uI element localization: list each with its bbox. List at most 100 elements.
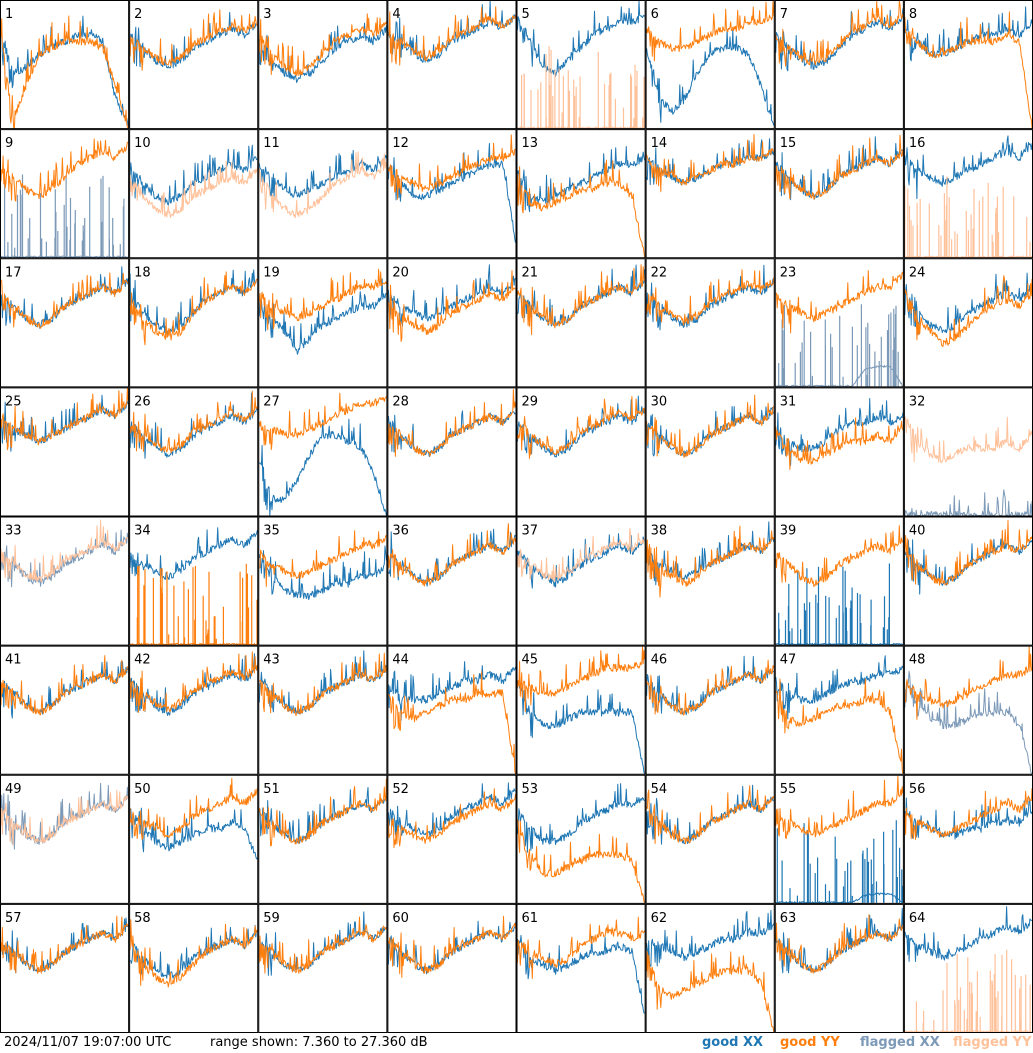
panel-13: 13 [516,129,646,259]
series-xx-61 [517,934,645,1014]
series-xx-27 [259,418,387,516]
panel-border-22 [645,258,775,388]
spikes-xx-9 [3,174,125,258]
panel-33: 33 [0,516,130,646]
panel-label-58: 58 [134,911,151,926]
footer: 2024/11/07 19:07:00 UTC range shown: 7.3… [0,1033,1033,1053]
panel-label-35: 35 [263,524,280,539]
panel-border-43 [258,645,388,775]
panel-border-57 [0,903,130,1033]
panel-10: 10 [129,129,259,259]
series-xx-45 [517,680,646,775]
panel-label-30: 30 [651,394,668,409]
panel-border-44 [387,645,517,775]
series-yy-12 [387,134,516,200]
series-yy-49 [0,789,129,846]
panel-border-60 [387,903,517,1033]
series-yy-7 [775,0,904,67]
panel-label-55: 55 [780,782,797,797]
panel-15: 15 [774,129,904,259]
panel-label-42: 42 [134,653,151,668]
panel-24: 24 [903,258,1033,388]
panel-label-28: 28 [392,394,409,409]
panel-label-26: 26 [134,394,151,409]
panel-label-4: 4 [392,7,400,22]
panel-label-56: 56 [909,782,926,797]
series-xx-3 [258,22,387,83]
panel-7: 7 [774,0,904,130]
panel-border-38 [645,516,775,646]
panel-label-48: 48 [909,653,926,668]
panel-border-9 [0,129,130,259]
panel-label-45: 45 [522,653,539,668]
series-yy-15 [775,134,904,200]
panel-29: 29 [516,387,646,517]
series-yy-17 [0,272,129,329]
panel-label-3: 3 [263,7,271,22]
series-yy-9 [0,138,129,202]
panel-label-29: 29 [522,394,539,409]
panel-border-26 [129,387,259,517]
series-xx-47 [775,655,904,720]
series-xx-54 [646,784,774,845]
panel-8: 8 [903,0,1033,130]
series-xx-62 [646,909,775,967]
panel-42: 42 [129,645,259,775]
series-yy-6 [646,0,775,62]
series-xx-64 [904,906,1033,962]
series-yy-46 [646,659,775,716]
series-yy-18 [129,271,258,346]
series-yy-50 [129,777,258,840]
panel-label-46: 46 [651,653,668,668]
panel-31: 31 [774,387,904,517]
series-xx-15 [775,136,903,201]
series-yy-23 [775,270,904,334]
panel-label-51: 51 [263,782,280,797]
panel-2: 2 [129,0,259,130]
spikes-xx-55 [776,820,904,903]
series-yy-4 [388,6,516,66]
panel-60: 60 [387,903,517,1033]
panel-border-10 [129,129,259,259]
panel-border-58 [129,903,259,1033]
series-yy-32 [904,416,1033,464]
panel-5: 5 [516,0,646,130]
panel-border-42 [129,645,259,775]
panel-label-1: 1 [5,7,13,22]
panel-border-7 [774,0,904,130]
panel-26: 26 [129,387,259,517]
panel-label-60: 60 [392,911,409,926]
series-yy-62 [646,951,775,1033]
series-xx-32 [904,489,1033,516]
panel-25: 25 [0,387,130,517]
panel-border-5 [516,0,646,130]
series-xx-6 [646,28,775,126]
panel-11: 11 [258,129,388,259]
series-xx-12 [387,143,516,243]
series-yy-39 [775,525,904,588]
panel-border-34 [129,516,259,646]
panel-border-20 [387,258,517,388]
series-yy-22 [646,269,775,326]
panel-label-18: 18 [134,265,151,280]
series-yy-45 [517,646,646,713]
series-yy-33 [0,519,129,583]
panel-border-52 [387,774,517,904]
panel-34: 34 [129,516,259,646]
panel-label-17: 17 [5,265,22,280]
series-xx-11 [258,150,387,198]
panel-46: 46 [645,645,775,775]
series-yy-14 [646,134,775,193]
series-yy-37 [517,527,645,582]
panel-39: 39 [774,516,904,646]
panel-label-12: 12 [392,136,409,151]
series-yy-43 [258,652,387,716]
series-xx-56 [904,797,1033,840]
series-yy-51 [258,778,387,847]
panel-border-59 [258,903,388,1033]
panel-label-24: 24 [909,265,926,280]
panel-label-10: 10 [134,136,151,151]
panel-label-50: 50 [134,782,151,797]
series-yy-10 [129,160,258,218]
panel-border-46 [645,645,775,775]
